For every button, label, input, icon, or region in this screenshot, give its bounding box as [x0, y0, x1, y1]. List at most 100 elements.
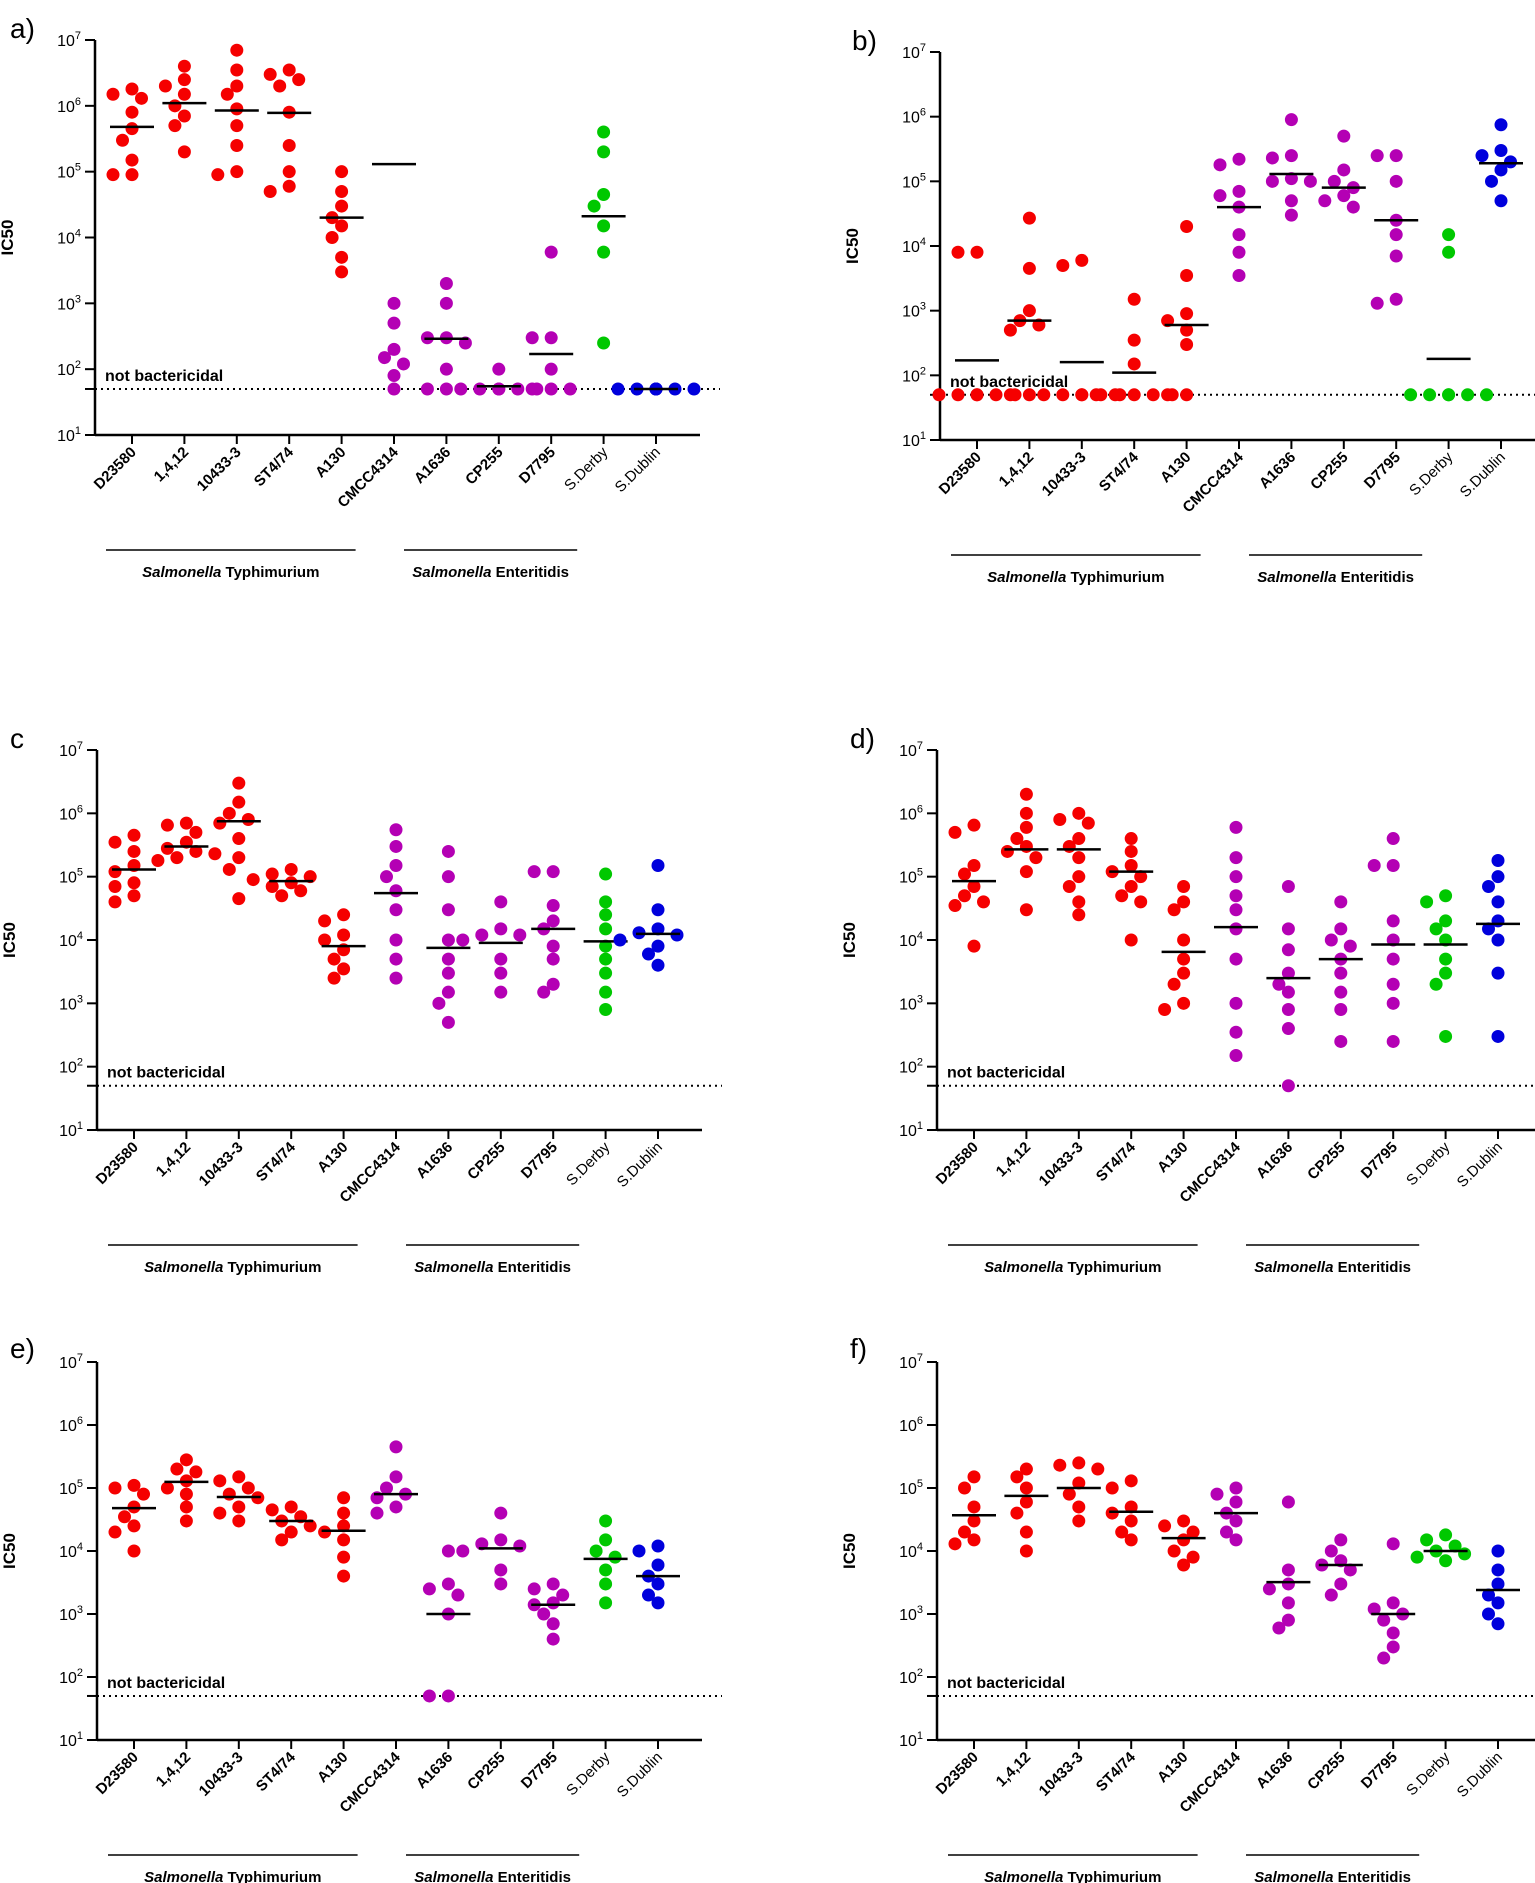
data-point	[1482, 879, 1495, 893]
data-point	[1010, 1506, 1024, 1520]
data-point	[1334, 1002, 1348, 1016]
data-point	[1229, 1514, 1243, 1528]
data-point	[177, 109, 191, 123]
data-point	[1167, 903, 1181, 917]
data-point	[127, 876, 141, 890]
data-point	[1281, 1022, 1295, 1036]
threshold-label: not bactericidal	[950, 374, 1068, 391]
data-point	[1177, 933, 1191, 947]
data-point	[1072, 1500, 1086, 1514]
data-point	[1262, 1582, 1276, 1596]
y-tick-label: 104	[899, 930, 923, 950]
data-point	[1327, 174, 1341, 188]
data-point	[1105, 1481, 1119, 1495]
data-point	[1281, 1596, 1295, 1610]
data-point	[189, 825, 203, 839]
data-point	[1056, 388, 1070, 402]
data-point	[1072, 870, 1086, 884]
x-tick-label: A1636	[1253, 1749, 1296, 1792]
x-tick-label: D7795	[1358, 1749, 1401, 1792]
data-point	[189, 1465, 203, 1479]
data-point	[1429, 977, 1443, 991]
y-tick-label: 104	[899, 1541, 923, 1561]
data-point	[1115, 1525, 1129, 1539]
y-axis-label: IC50	[840, 1533, 859, 1569]
panel-4: d) IC50 101 102 103 104 105 106 107 not bacterici…	[840, 723, 1535, 1276]
data-point	[397, 357, 410, 371]
y-tick-label: 104	[59, 930, 83, 950]
data-point	[127, 828, 141, 842]
data-point	[1210, 1487, 1224, 1501]
typhimurium-group-label: Salmonella Typhimurium	[144, 1869, 321, 1883]
x-tick-label: CP255	[1307, 449, 1351, 493]
data-point	[1213, 189, 1227, 203]
y-tick-label: 101	[57, 425, 81, 445]
y-tick-label: 101	[899, 1730, 923, 1750]
data-point	[494, 922, 508, 936]
data-point	[1491, 1577, 1505, 1591]
data-point	[275, 1533, 289, 1547]
x-tick-label: 1,4,12	[993, 1139, 1035, 1181]
typhimurium-group-label: Salmonella Typhimurium	[984, 1869, 1161, 1883]
data-point	[1386, 952, 1400, 966]
data-point	[1022, 261, 1036, 275]
data-point	[599, 985, 613, 999]
data-point	[494, 985, 508, 999]
data-point	[544, 382, 558, 396]
data-point	[527, 865, 541, 879]
data-point	[970, 388, 984, 402]
data-point	[1389, 249, 1403, 263]
data-point	[587, 199, 601, 213]
x-tick-label: CP255	[464, 1139, 508, 1183]
data-point	[525, 382, 539, 396]
data-point	[284, 1500, 298, 1514]
data-point	[589, 1544, 603, 1558]
data-point	[441, 966, 455, 980]
data-point	[1180, 337, 1194, 351]
x-tick-label: D7795	[1361, 449, 1404, 492]
data-point	[337, 928, 351, 942]
x-tick-label: ST4/74	[1093, 1138, 1140, 1185]
data-point	[1072, 1476, 1086, 1490]
data-point	[546, 1596, 560, 1610]
data-point	[1386, 1626, 1400, 1640]
data-point	[651, 1539, 665, 1553]
data-point	[230, 102, 244, 116]
data-point	[546, 977, 560, 991]
panel-label: f)	[850, 1333, 867, 1364]
data-point	[387, 296, 401, 310]
data-point	[1072, 851, 1086, 865]
data-point	[160, 818, 174, 832]
data-point	[967, 859, 981, 873]
data-point	[1389, 292, 1403, 306]
data-point	[451, 1588, 465, 1602]
data-point	[108, 1481, 122, 1495]
data-point	[389, 952, 403, 966]
data-point	[1423, 388, 1437, 402]
data-point	[599, 908, 613, 922]
y-tick-label: 105	[899, 867, 923, 887]
x-tick-label: 1,4,12	[153, 1749, 195, 1791]
data-point	[135, 91, 148, 105]
data-point	[1108, 388, 1122, 402]
data-point	[1284, 113, 1298, 127]
data-point	[275, 889, 289, 903]
data-point	[687, 382, 701, 396]
data-point	[1134, 895, 1148, 909]
y-tick-label: 105	[59, 1478, 83, 1498]
data-point	[1442, 245, 1456, 259]
data-point	[1232, 184, 1246, 198]
data-point	[387, 382, 401, 396]
data-point	[1186, 1550, 1200, 1564]
data-point	[232, 892, 246, 906]
data-point	[441, 1015, 455, 1029]
data-point	[294, 884, 308, 898]
data-point	[1367, 1602, 1381, 1616]
y-tick-label: 107	[902, 42, 926, 62]
data-point	[441, 1689, 455, 1703]
data-point	[494, 1577, 508, 1591]
data-point	[1491, 870, 1505, 884]
y-tick-label: 104	[902, 236, 926, 256]
data-point	[1482, 1607, 1495, 1621]
data-point	[125, 105, 139, 119]
